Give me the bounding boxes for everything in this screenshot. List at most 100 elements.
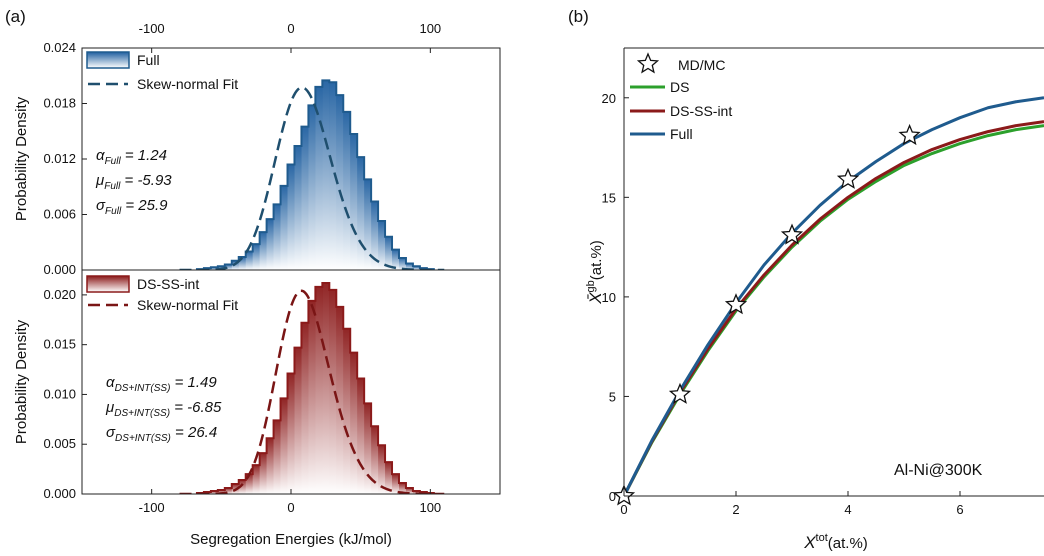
- y-tick-label: 0.015: [43, 337, 76, 352]
- fit-parameter: σFull = 25.9: [96, 197, 168, 217]
- x-tick-label: 100: [419, 500, 441, 515]
- histogram-bar: [329, 289, 337, 494]
- histogram-bar: [287, 164, 295, 270]
- y-tick-label: 0.010: [43, 386, 76, 401]
- y-tick-label: 0.005: [43, 436, 76, 451]
- histogram-bar: [224, 488, 233, 494]
- md-mc-point: [780, 223, 804, 245]
- histogram-bar: [398, 483, 407, 494]
- series-line-ds: [624, 124, 1044, 496]
- legend-ds-ss-int-swatch: [86, 275, 130, 293]
- legend-full-swatch: [86, 51, 130, 69]
- series-line-ds-ss-int: [624, 120, 1044, 496]
- fit-parameters-ds-ss-int: αDS+INT(SS) = 1.49 μDS+INT(SS) = -6.85 σDS…: [105, 374, 222, 444]
- full-fit-curve: [179, 86, 445, 270]
- fit-parameters-full: αFull = 1.24 μFull = -5.93 σFull = 25.9: [95, 147, 172, 217]
- histogram-bar: [378, 445, 386, 494]
- legend-full-label-b: Full: [670, 126, 693, 142]
- skew-normal-fit-line: [179, 86, 445, 270]
- histogram-bar: [378, 220, 386, 270]
- histogram-bar: [392, 474, 400, 494]
- histogram-bar: [315, 286, 323, 494]
- histogram-bar: [336, 306, 344, 494]
- fit-parameter: αDS+INT(SS) = 1.49: [106, 374, 217, 394]
- panel-label-b: (b): [568, 7, 589, 26]
- x-tick-label-b: 6: [956, 502, 963, 517]
- histogram-bar: [210, 267, 219, 270]
- skew-normal-fit-line: [179, 289, 445, 494]
- histogram-bar: [322, 80, 330, 270]
- histogram-outline: [195, 79, 435, 270]
- histogram-bar: [398, 257, 407, 270]
- legend-a-bottom: DS-SS-int Skew-normal Fit: [86, 275, 238, 313]
- legend-a-top: Full Skew-normal Fit: [86, 51, 238, 92]
- legend-fit-label-bottom: Skew-normal Fit: [137, 297, 238, 313]
- histogram-bar: [231, 260, 240, 270]
- x-tick-label: 0: [287, 500, 294, 515]
- legend-ds-label: DS: [670, 79, 689, 95]
- histogram-bar: [315, 86, 323, 270]
- md-mc-point: [724, 293, 748, 315]
- x-axis-label-b-sup: tot: [816, 532, 828, 544]
- panel-b: 0 2 4 6 0 5 10 15 20 MD/MC DS DS-SS-int Full Al-…: [585, 47, 1044, 552]
- ds-ss-int-fit-curve: [179, 289, 445, 494]
- y-tick-label: 0.000: [43, 486, 76, 501]
- histogram-bar: [294, 146, 302, 270]
- histogram-bar: [371, 201, 379, 270]
- histogram-outline: [195, 281, 435, 494]
- histogram-bar: [322, 282, 330, 494]
- histogram-bar: [294, 347, 302, 494]
- histogram-bar: [238, 257, 247, 270]
- legend-md-mc-marker: [636, 52, 660, 74]
- legend-fit-label: Skew-normal Fit: [137, 76, 238, 92]
- histogram-bar: [364, 403, 372, 494]
- legend-md-mc-label: MD/MC: [678, 57, 725, 73]
- x-tick-label-top: -100: [139, 21, 165, 36]
- histogram-bar: [405, 263, 414, 270]
- fit-parameter: μFull = -5.93: [95, 172, 172, 192]
- y-tick-label-b: 10: [602, 290, 616, 305]
- legend-ds-ss-int-label-b: DS-SS-int: [670, 103, 732, 119]
- histogram-bar: [336, 95, 344, 270]
- histogram-bar: [301, 126, 309, 270]
- histogram-bar: [357, 157, 365, 270]
- y-axis-label: Probability Density: [13, 96, 30, 221]
- full-histogram: [195, 79, 435, 270]
- series-line-full: [624, 96, 1044, 496]
- fit-parameter: μDS+INT(SS) = -6.85: [105, 399, 222, 419]
- x-tick-label-top: 0: [287, 21, 294, 36]
- y-tick-label: 0.012: [43, 151, 76, 166]
- histogram-bar: [308, 300, 316, 494]
- histogram-bar: [329, 82, 337, 270]
- histogram-bar: [280, 398, 288, 494]
- histogram-bar: [385, 236, 393, 270]
- fit-parameter: σDS+INT(SS) = 26.4: [106, 424, 217, 444]
- y-tick-label: 0.024: [43, 40, 76, 55]
- md-mc-point: [898, 123, 921, 146]
- md-mc-point: [836, 167, 860, 189]
- panel-a-bottom: 0.000 0.005 0.010 0.015 0.020 -100 0 100 Probabi…: [13, 269, 501, 548]
- histogram-bar: [350, 134, 358, 270]
- histogram-bar: [357, 378, 365, 494]
- y-axis-label: Probability Density: [13, 319, 30, 444]
- x-tick-label-b: 2: [732, 502, 739, 517]
- histogram-bar: [266, 438, 274, 494]
- x-tick-label-top: 100: [419, 21, 441, 36]
- histogram-bar: [266, 219, 274, 270]
- histogram-bar: [252, 465, 260, 494]
- legend-full-label: Full: [137, 52, 160, 68]
- x-tick-label-b: 0: [620, 502, 627, 517]
- histogram-bar: [245, 251, 253, 270]
- panel-label-a: (a): [5, 7, 26, 26]
- x-axis-label-a: Segregation Energies (kJ/mol): [190, 531, 392, 548]
- panel-a-top: 0.000 0.006 0.012 0.018 0.024 -100 0 100 Probabi…: [13, 21, 501, 277]
- x-tick-label: -100: [139, 500, 165, 515]
- y-tick-label-b: 0: [609, 489, 616, 504]
- histogram-bar: [273, 420, 281, 494]
- histogram-bar: [301, 322, 309, 494]
- fit-parameter: αFull = 1.24: [96, 147, 167, 167]
- y-axis-label-b: X̄gb(at.%): [585, 240, 605, 305]
- histogram-bar: [392, 249, 400, 270]
- histogram-bar: [252, 244, 260, 270]
